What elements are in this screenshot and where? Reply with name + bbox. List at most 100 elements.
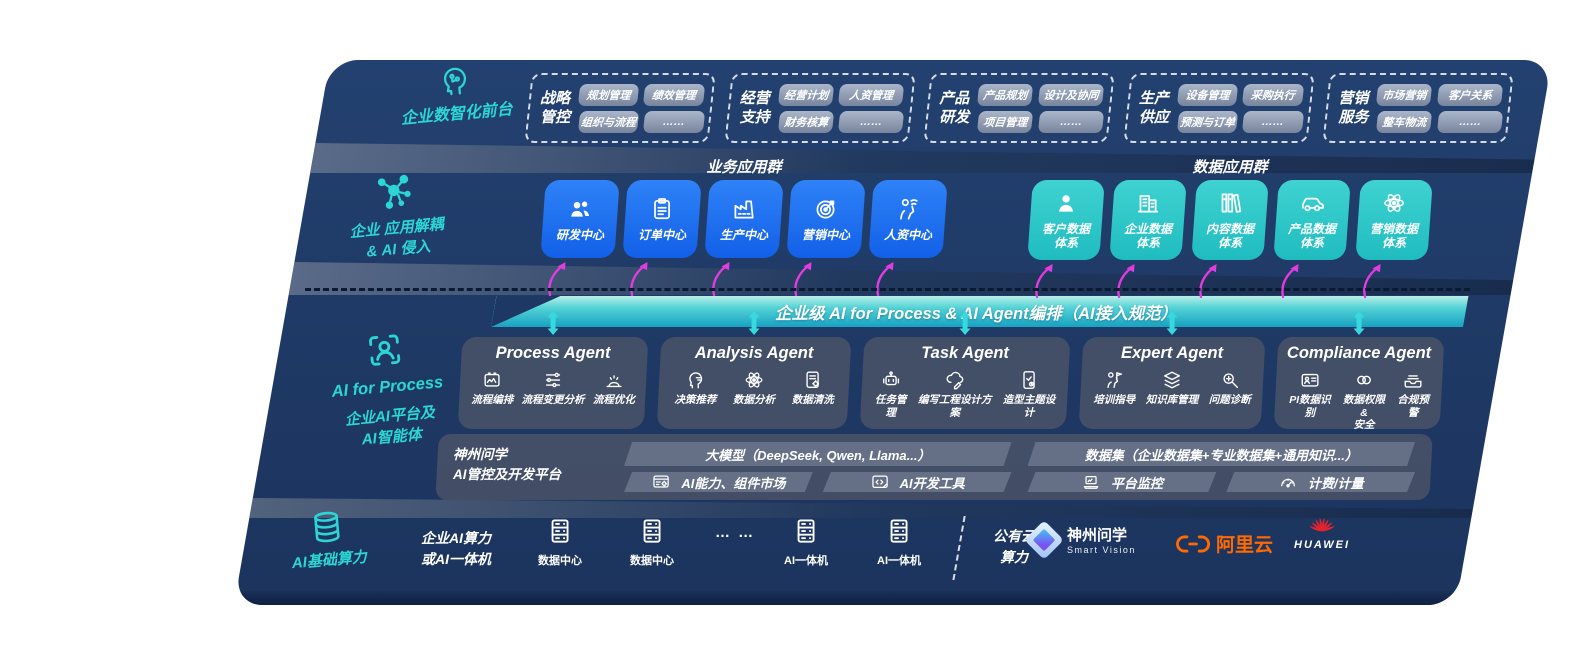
dataset-group: 数据集（企业数据集+专业数据集+通用知识...） 平台监控 计费/计量: [1028, 442, 1416, 492]
teal-double-arrow-icon: [1166, 311, 1178, 335]
infra-label-text: AI基础算力: [291, 548, 368, 573]
agent-capability: 问题诊断: [1209, 369, 1251, 407]
module-chip: 经营计划: [777, 83, 835, 106]
agent-capability: 造型主题设计: [998, 369, 1060, 419]
front-office-groups: 战略 管控 规划管理 绩效管理 组织与流程 …… 经营 支持 经营计划 人资管理…: [528, 73, 1510, 143]
ai-appliance-node: AI一体机: [859, 516, 939, 568]
app-layer-label-text: 企业 应用解耦 & AI 侵入: [348, 215, 445, 261]
app-card-hr-center: 人资中心: [871, 180, 945, 296]
car-icon: [1301, 197, 1324, 211]
app-card-marketing-center: 营销中心: [789, 180, 863, 296]
window-code-icon: [870, 472, 890, 492]
agent-card-compliance: Compliance Agent PI数据识别 数据权限 & 安全 合规预警: [1276, 311, 1442, 432]
group-title: 生产 供应: [1138, 89, 1169, 127]
person-icon: [1059, 194, 1074, 212]
front-office-group-operation: 经营 支持 经营计划 人资管理 财务核算 ……: [728, 73, 912, 143]
gauge-icon: [1278, 472, 1298, 492]
people-motion-icon: [900, 198, 918, 220]
ai-layer-label-line2: 企业AI平台及 AI智能体: [344, 404, 436, 449]
app-card-marketing-data: 营销数据 体系: [1358, 180, 1430, 298]
app-card-content-data: 内容数据 体系: [1194, 180, 1266, 298]
magenta-arrow-icon: [1363, 262, 1382, 298]
aliyun-bracket-icon: [1176, 534, 1211, 553]
building-icon: [1137, 194, 1159, 213]
ai-layer-label-line1: AI for Process: [330, 373, 444, 401]
module-chip: 预测与订单: [1176, 110, 1239, 133]
server-icon: [890, 519, 908, 543]
server-icon: [797, 519, 815, 543]
agent-card-analysis: Analysis Agent 决策推荐 数据分析 数据清洗: [659, 311, 849, 429]
teal-double-arrow-icon: [547, 311, 559, 335]
front-office-label-text: 企业数智化前台: [400, 101, 514, 128]
front-office-group-strategy: 战略 管控 规划管理 绩效管理 组织与流程 ……: [528, 73, 712, 143]
factory-icon: [734, 200, 754, 219]
module-chip: 财务核算: [777, 110, 835, 133]
front-office-group-marketing: 营销 服务 市场营销 客户关系 整车物流 ……: [1326, 73, 1510, 143]
front-office-label: 企业数智化前台: [358, 60, 553, 135]
books-icon: [1221, 193, 1242, 213]
infra-dashed-divider: [952, 516, 966, 580]
agent-card-expert: Expert Agent 培训指导 知识库管理 问题诊断: [1081, 311, 1263, 429]
dataset-bar: 数据集（企业数据集+专业数据集+通用知识...）: [1028, 442, 1416, 466]
platform-label: 神州问学 AI管控及开发平台: [453, 447, 562, 482]
module-chip: ……: [1037, 110, 1104, 133]
agent-capability: 流程编排: [471, 369, 513, 407]
front-office-group-product: 产品 研发 产品规划 设计及协同 项目管理 ……: [927, 73, 1111, 143]
business-app-row: 研发中心 订单中心 生产中心 营销中心: [543, 180, 945, 296]
magenta-arrow-icon: [1199, 262, 1218, 298]
laptop-chart-icon: [1081, 472, 1101, 492]
aliyun-logo: 阿里云: [1176, 530, 1273, 557]
agent-capability: 培训指导: [1093, 369, 1135, 407]
group-title: 营销 服务: [1338, 89, 1369, 127]
app-card-product-data: 产品数据 体系: [1276, 180, 1348, 298]
agent-card-process: Process Agent 流程编排 流程变更分析 流程优化: [460, 311, 646, 429]
ai-appliance-node: AI一体机: [766, 516, 846, 568]
magenta-arrow-icon: [1281, 262, 1300, 298]
agent-capability: 数据权限 & 安全: [1338, 369, 1390, 432]
agent-capability: 知识库管理: [1146, 369, 1198, 407]
platform-cell-ai-market: AI能力、组件市场: [624, 472, 813, 492]
flow-wave-icon: [484, 372, 500, 387]
target-icon: [816, 200, 835, 219]
server-icon: [551, 519, 569, 543]
module-chip: 整车物流: [1376, 110, 1433, 133]
module-chip: 市场营销: [1376, 83, 1433, 106]
platform-cell-monitoring: 平台监控: [1028, 472, 1217, 492]
flow-optimize-icon: [606, 375, 622, 388]
database-icon: [313, 511, 340, 544]
knowledge-layers-icon: [1164, 371, 1181, 389]
agent-capability: 决策推荐: [674, 369, 716, 407]
module-chip: 人资管理: [837, 83, 905, 106]
architecture-panel: 企业数智化前台 战略 管控 规划管理 绩效管理 组织与流程 …… 经营 支持 经…: [233, 60, 1553, 605]
task-robot-icon: [882, 371, 899, 386]
infra-label: AI基础算力: [248, 503, 408, 577]
module-chip: 绩效管理: [642, 83, 705, 106]
smartvision-diamond-icon: [1024, 519, 1064, 560]
server-icon: [643, 519, 661, 543]
diagnosis-icon: [1223, 373, 1238, 389]
id-card-icon: [1301, 373, 1319, 387]
agent-capability: 数据清洗: [792, 369, 834, 407]
agent-capability: 数据分析: [733, 369, 775, 407]
agent-capability: 合规预警: [1392, 369, 1434, 419]
module-chip: ……: [1241, 110, 1304, 133]
app-layer-label: 企业 应用解耦 & AI 侵入: [295, 164, 497, 269]
app-card-customer-data: 客户数据 体系: [1030, 180, 1102, 298]
agent-capability: 流程变更分析: [522, 369, 585, 407]
module-chip: 设计及协同: [1037, 83, 1104, 106]
agent-card-task: Task Agent 任务管理 编写工程设计方案 造型主题设计: [862, 311, 1068, 429]
agent-capability: 流程优化: [593, 369, 635, 407]
app-card-order-center: 订单中心: [625, 180, 699, 296]
smartvision-logo: 神州问学 Smart Vision: [1024, 519, 1136, 560]
platform-cell-billing: 计费/计量: [1226, 472, 1415, 492]
module-chip: ……: [837, 110, 905, 133]
module-chip: 客户关系: [1436, 83, 1504, 106]
atom-icon: [1384, 192, 1405, 214]
decision-head-icon: [689, 372, 703, 389]
orchestration-band-title: 企业级 AI for Process & AI Agent编排（AI接入规范）: [774, 305, 1178, 323]
platform-cell-dev-tools: AI开发工具: [823, 472, 1012, 492]
platform-strip: 神州问学 AI管控及开发平台 大模型（DeepSeek, Qwen, Llama…: [437, 434, 1431, 500]
permission-rings-icon: [1357, 375, 1371, 385]
teal-double-arrow-icon: [959, 311, 971, 335]
